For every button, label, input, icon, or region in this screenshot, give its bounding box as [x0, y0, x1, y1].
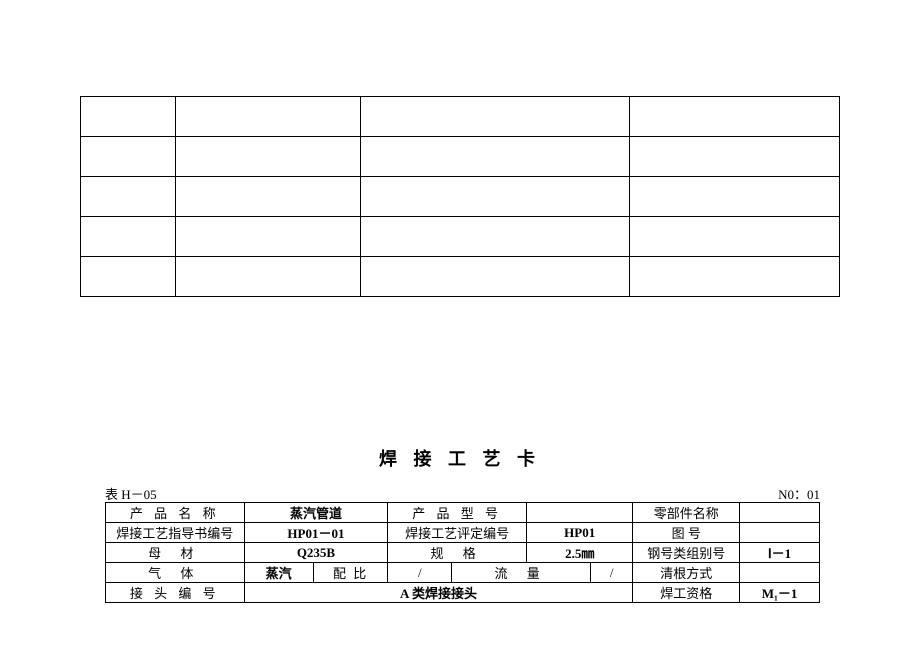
joint-number-value: A 类焊接接头 — [244, 583, 633, 603]
product-model-value — [526, 503, 633, 523]
drawing-number-value — [740, 523, 820, 543]
product-name-label: 产 品 名 称 — [106, 503, 245, 523]
flow-label: 流 量 — [452, 563, 591, 583]
joint-number-label: 接 头 编 号 — [106, 583, 245, 603]
table-header-line: 表 H－05 N0：01 — [105, 484, 820, 503]
part-name-label: 零部件名称 — [633, 503, 740, 523]
gas-label: 气 体 — [106, 563, 245, 583]
table-number: 表 H－05 — [105, 484, 157, 503]
table-row — [81, 257, 840, 297]
base-metal-label: 母 材 — [106, 543, 245, 563]
gas-value: 蒸汽 — [244, 563, 313, 583]
steel-group-label: 钢号类组别号 — [633, 543, 740, 563]
table-row — [81, 177, 840, 217]
pqr-number-label: 焊接工艺评定编号 — [388, 523, 527, 543]
root-clean-label: 清根方式 — [633, 563, 740, 583]
part-name-value — [740, 503, 820, 523]
table-row: 接 头 编 号 A 类焊接接头 焊工资格 M₁－1 — [106, 583, 820, 603]
table-row: 气 体 蒸汽 配 比 / 流 量 / 清根方式 — [106, 563, 820, 583]
table-row — [81, 217, 840, 257]
steel-group-value: Ⅰ－1 — [740, 543, 820, 563]
spec-value: 2.5㎜ — [526, 543, 633, 563]
table-row: 产 品 名 称 蒸汽管道 产 品 型 号 零部件名称 — [106, 503, 820, 523]
drawing-number-label: 图 号 — [633, 523, 740, 543]
table-row — [81, 137, 840, 177]
base-metal-value: Q235B — [244, 543, 388, 563]
flow-value: / — [590, 563, 633, 583]
table-row — [81, 97, 840, 137]
welding-process-card-table: 产 品 名 称 蒸汽管道 产 品 型 号 零部件名称 焊接工艺指导书编号 HP0… — [105, 502, 820, 603]
welder-qual-value: M₁－1 — [740, 583, 820, 603]
pqr-number-value: HP01 — [526, 523, 633, 543]
wps-number-value: HP01－01 — [244, 523, 388, 543]
ratio-label: 配 比 — [313, 563, 388, 583]
upper-empty-table — [80, 96, 840, 297]
page-title: 焊 接 工 艺 卡 — [0, 445, 920, 471]
root-clean-value — [740, 563, 820, 583]
wps-number-label: 焊接工艺指导书编号 — [106, 523, 245, 543]
spec-label: 规 格 — [388, 543, 527, 563]
table-row: 母 材 Q235B 规 格 2.5㎜ 钢号类组别号 Ⅰ－1 — [106, 543, 820, 563]
ratio-value: / — [388, 563, 452, 583]
welder-qual-label: 焊工资格 — [633, 583, 740, 603]
product-name-value: 蒸汽管道 — [244, 503, 388, 523]
table-row: 焊接工艺指导书编号 HP01－01 焊接工艺评定编号 HP01 图 号 — [106, 523, 820, 543]
sheet-number: N0：01 — [778, 484, 820, 503]
product-model-label: 产 品 型 号 — [388, 503, 527, 523]
